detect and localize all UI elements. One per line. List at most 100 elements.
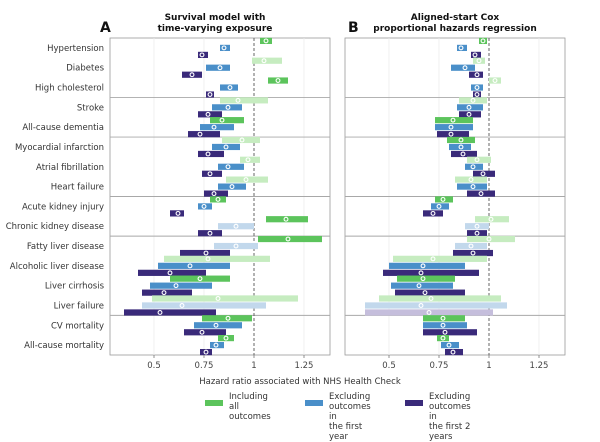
panel-A-point-11-all [205,256,211,262]
panel-B-ci-bar-8-y2 [423,210,443,217]
panel-A-point-12-all [197,276,203,282]
panel-B-point-6-all [474,157,480,163]
panel-B-letter: B [348,20,359,36]
panel-A-point-14-y2 [199,329,205,335]
panel-B-ci-bar-6-y1 [465,163,483,170]
panel-B-title-line-1: proportional hazards regression [373,24,536,34]
panel-A-point-5-y1 [223,144,229,150]
panel-A-point-14-y1 [213,322,219,328]
panel-A-point-2-y1 [227,85,233,90]
panel-A-ci-bar-2-y1 [220,84,238,91]
panel-A-ci-bar-13-all [152,295,298,302]
panel-B-ci-bar-14-all [423,315,465,322]
panel-B-ci-bar-4-y1 [435,124,473,131]
panel-A-ci-bar-1-all [252,57,282,64]
panel-B-point-9-all [488,216,494,222]
panel-B-tick-label-0: 0.5 [382,361,396,371]
panel-A-ci-bar-8-y2 [170,210,184,217]
panel-A-point-7-y1 [229,184,235,190]
panel-B-ci-bar-1-all [473,57,485,64]
panel-B-ci-bar-11-all [393,255,487,262]
outcome-label-8: Acute kidney injury [22,202,104,212]
panel-B-ci-bar-5-y1 [449,143,471,151]
panel-B-ci-bar-2-y1 [471,84,483,91]
panel-A-ci-bar-8-y1 [198,203,212,210]
panel-B-point-11-y2 [418,270,424,276]
panel-A-point-12-y1 [173,283,179,289]
legend-swatch-all [205,400,223,406]
panel-A-point-10-y1 [233,243,239,249]
panel-B-point-0-all [480,38,486,44]
panel-B-point-3-y2 [466,111,472,117]
panel-A-point-2-all [275,78,281,83]
panel-A-ci-bar-5-y1 [212,143,240,151]
outcome-label-11: Alcoholic liver disease [10,262,104,272]
panel-B-ci-bar-5-y2 [451,150,477,158]
panel-B-point-2-all [492,78,498,83]
panel-B-point-1-y2 [474,72,480,78]
panel-A-ci-bar-3-y1 [212,104,242,111]
panel-B-point-4-all [450,117,456,123]
panel-B-point-10-y2 [470,250,476,256]
panel-B-point-9-y2 [474,230,480,236]
panel-B-ci-bar-2-y2 [473,91,481,98]
panel-B-point-14-all [440,315,446,321]
outcome-label-12: Liver cirrhosis [45,282,105,292]
panel-A-ci-bar-7-all [226,176,268,183]
panel-B-point-6-y1 [470,164,476,170]
panel-A-ci-bar-14-all [202,315,252,322]
panel-A-title-line-0: Survival model with [165,13,266,23]
panel-B-point-9-y1 [474,223,480,229]
panel-B-ci-bar-0-y1 [457,44,467,52]
panel-B-ci-bar-1-y2 [469,71,483,78]
panel-B-ci-bar-6-y2 [473,170,495,177]
panel-A-point-8-y1 [201,203,207,209]
panel-A-ci-bar-2-all [268,77,288,84]
panel-B-ci-bar-15-y2 [445,348,463,356]
panel-A-point-1-all [261,58,267,64]
panel-A-point-4-y1 [211,124,217,130]
panel-A-ci-bar-9-y1 [218,223,254,230]
panel-A-tick-label-1: 0.75 [195,361,214,371]
panel-A-ci-bar-15-y2 [200,348,212,356]
panel-A-point-5-all [239,137,245,143]
panel-B-point-15-all [440,335,446,341]
panel-B-point-0-y2 [472,52,478,58]
panel-A-ci-bar-5-y2 [198,150,224,158]
panel-A-ci-bar-15-all [218,334,234,342]
panel-B-tick-label-2: 1 [486,361,491,371]
panel-B-point-10-y1 [468,243,474,249]
panel-A-ci-bar-11-y1 [158,262,230,269]
panel-B-ci-bar-0-y2 [471,51,481,59]
panel-A-ci-bar-8-all [210,196,226,203]
legend: Including all outcomes Excluding outcome… [205,392,585,442]
panel-A-point-9-y1 [233,223,239,229]
panel-B-point-13-y1 [418,303,424,308]
panel-B-point-3-all [470,97,476,103]
panel-B-point-14-y1 [440,322,446,328]
panel-B-ci-bar-3-y2 [459,111,481,118]
panel-A-ci-bar-10-y2 [180,249,230,257]
panel-A-ci-bar-4-all [210,117,244,124]
panel-A-point-6-all [245,157,251,163]
panel-B-point-2-y1 [474,85,480,90]
panel-B-point-15-y1 [446,342,452,348]
panel-A-point-13-y2 [157,310,163,315]
panel-A-point-11-y2 [167,270,173,276]
panel-A-ci-bar-4-y2 [188,131,220,138]
outcome-label-2: High cholesterol [35,84,104,94]
outcome-label-3: Stroke [77,103,104,113]
outcome-label-15: All-cause mortality [24,341,104,351]
panel-A-point-0-y2 [199,52,205,58]
panel-A-point-15-y2 [203,349,209,355]
panel-A-ci-bar-3-all [220,97,268,104]
panel-B-point-10-all [486,236,492,242]
legend-label-y1: Excluding outcomes in the first year [329,392,371,442]
panel-B-ci-bar-11-y2 [383,269,479,276]
panel-A-point-6-y2 [207,171,213,177]
panel-B-point-7-y1 [470,184,476,190]
panel-A-point-14-all [225,315,231,321]
panel-B-ci-bar-9-all [475,216,509,223]
panel-B-point-15-y2 [450,349,456,355]
panel-A-ci-bar-0-y2 [198,51,208,59]
